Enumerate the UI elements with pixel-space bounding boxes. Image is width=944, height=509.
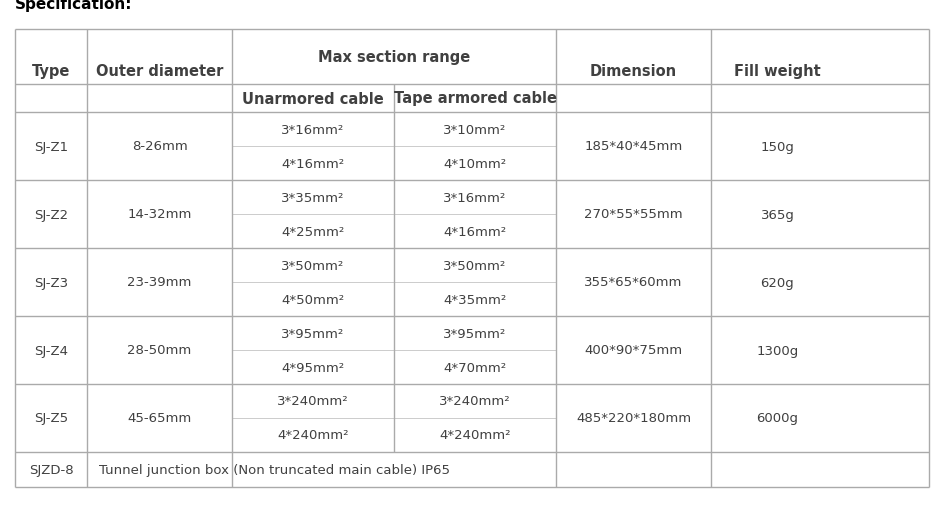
- Text: Tape armored cable: Tape armored cable: [394, 91, 557, 106]
- Text: 1300g: 1300g: [756, 344, 799, 357]
- Text: 3*95mm²: 3*95mm²: [444, 327, 507, 340]
- Text: SJ-Z2: SJ-Z2: [34, 208, 68, 221]
- Text: 4*10mm²: 4*10mm²: [444, 157, 507, 170]
- Text: 3*16mm²: 3*16mm²: [444, 191, 507, 204]
- Text: 185*40*45mm: 185*40*45mm: [584, 140, 683, 153]
- Text: 4*70mm²: 4*70mm²: [444, 361, 507, 374]
- Text: SJ-Z5: SJ-Z5: [34, 412, 68, 425]
- Text: 400*90*75mm: 400*90*75mm: [584, 344, 683, 357]
- Text: Dimension: Dimension: [590, 64, 677, 79]
- Text: 14-32mm: 14-32mm: [127, 208, 192, 221]
- Text: 3*240mm²: 3*240mm²: [439, 394, 511, 408]
- Text: Fill weight: Fill weight: [734, 64, 821, 79]
- Text: 4*16mm²: 4*16mm²: [281, 157, 345, 170]
- Text: 3*50mm²: 3*50mm²: [444, 259, 507, 272]
- Text: Max section range: Max section range: [318, 50, 470, 65]
- Text: 23-39mm: 23-39mm: [127, 276, 192, 289]
- Text: 8-26mm: 8-26mm: [131, 140, 187, 153]
- Text: 3*95mm²: 3*95mm²: [281, 327, 345, 340]
- Text: 4*240mm²: 4*240mm²: [439, 429, 511, 442]
- Text: SJZD-8: SJZD-8: [28, 463, 74, 476]
- Text: 3*240mm²: 3*240mm²: [278, 394, 349, 408]
- Text: 3*16mm²: 3*16mm²: [281, 123, 345, 136]
- Text: SJ-Z3: SJ-Z3: [34, 276, 68, 289]
- Text: 6000g: 6000g: [756, 412, 799, 425]
- Text: 4*95mm²: 4*95mm²: [281, 361, 345, 374]
- Text: SJ-Z4: SJ-Z4: [34, 344, 68, 357]
- Text: 28-50mm: 28-50mm: [127, 344, 192, 357]
- Text: 45-65mm: 45-65mm: [127, 412, 192, 425]
- Text: SJ-Z1: SJ-Z1: [34, 140, 68, 153]
- Text: 4*50mm²: 4*50mm²: [281, 293, 345, 306]
- Text: Tunnel junction box (Non truncated main cable) IP65: Tunnel junction box (Non truncated main …: [99, 463, 450, 476]
- Text: 365g: 365g: [761, 208, 795, 221]
- Text: 4*35mm²: 4*35mm²: [444, 293, 507, 306]
- Text: 150g: 150g: [761, 140, 795, 153]
- Text: 4*25mm²: 4*25mm²: [281, 225, 345, 238]
- Text: Unarmored cable: Unarmored cable: [242, 91, 384, 106]
- Text: 620g: 620g: [761, 276, 794, 289]
- Text: Type: Type: [32, 64, 70, 79]
- Text: 355*65*60mm: 355*65*60mm: [584, 276, 683, 289]
- Text: 3*35mm²: 3*35mm²: [281, 191, 345, 204]
- Text: 3*10mm²: 3*10mm²: [444, 123, 507, 136]
- Text: 4*240mm²: 4*240mm²: [278, 429, 348, 442]
- Text: 270*55*55mm: 270*55*55mm: [584, 208, 683, 221]
- Text: Outer diameter: Outer diameter: [95, 64, 223, 79]
- Text: 3*50mm²: 3*50mm²: [281, 259, 345, 272]
- Text: 485*220*180mm: 485*220*180mm: [576, 412, 691, 425]
- Text: Specification:: Specification:: [15, 0, 132, 12]
- Text: 4*16mm²: 4*16mm²: [444, 225, 507, 238]
